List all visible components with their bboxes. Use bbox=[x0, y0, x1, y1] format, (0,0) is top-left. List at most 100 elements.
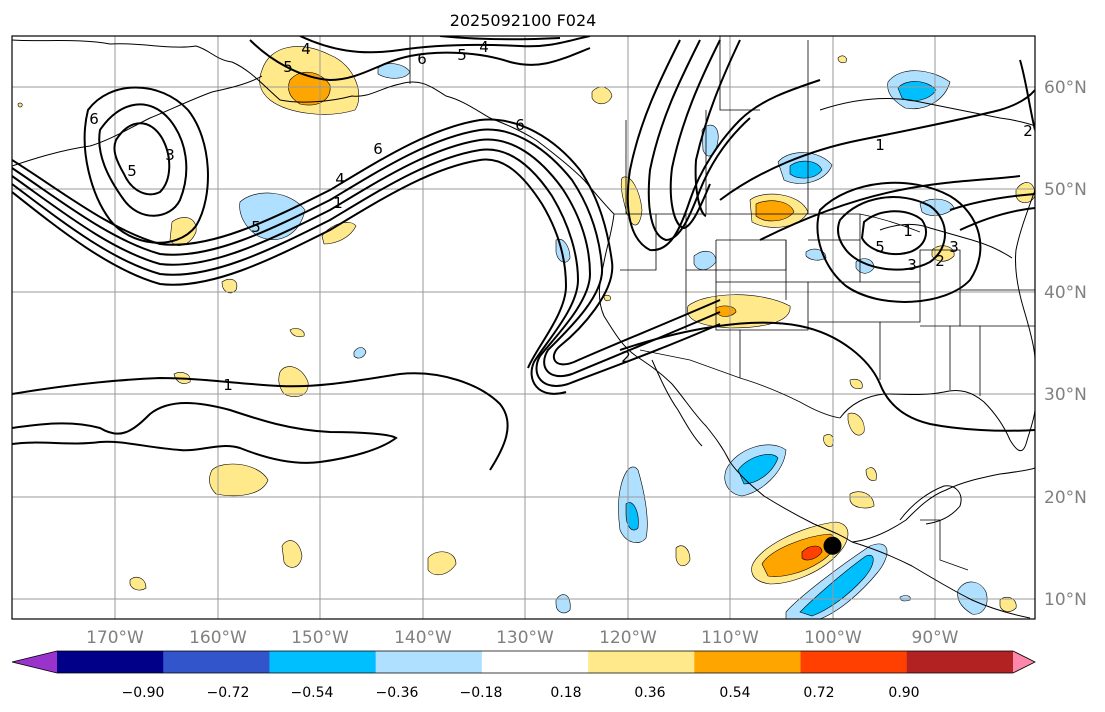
shade-region bbox=[957, 581, 988, 615]
border-state bbox=[686, 239, 787, 271]
contour-label: 3 bbox=[907, 256, 917, 274]
colorbar-cell bbox=[375, 651, 483, 673]
colorbar-tick-label: −0.36 bbox=[376, 685, 419, 701]
shaded-regions bbox=[17, 46, 1035, 619]
coastline-yucatan bbox=[899, 485, 962, 525]
gulf-alaska-contour bbox=[439, 36, 561, 41]
shade-region bbox=[675, 545, 691, 567]
contour-label: 1 bbox=[875, 136, 885, 154]
lon-label: 160°W bbox=[189, 628, 247, 648]
location-marker-dot bbox=[823, 536, 842, 555]
jet-contour bbox=[12, 158, 568, 369]
colorbar-tick-label: −0.90 bbox=[122, 685, 165, 701]
colorbar-cell bbox=[694, 651, 802, 673]
lon-label: 140°W bbox=[394, 628, 452, 648]
colorbar-outline bbox=[11, 650, 1036, 674]
shade-region bbox=[278, 366, 309, 397]
contour-label: 4 bbox=[479, 38, 489, 56]
east-contour bbox=[1019, 59, 1035, 131]
shade-region bbox=[899, 595, 911, 602]
contour-label: 4 bbox=[335, 170, 345, 188]
colorbar-tick-label: 0.18 bbox=[550, 685, 581, 701]
low-contour bbox=[113, 122, 171, 196]
shade-region bbox=[755, 200, 795, 222]
low-contour bbox=[98, 103, 188, 217]
trough-contour bbox=[626, 39, 821, 252]
gulf-alaska-contour bbox=[299, 36, 591, 54]
contour-label: 3 bbox=[949, 238, 959, 256]
lon-label: 100°W bbox=[804, 628, 862, 648]
shade-region bbox=[555, 594, 571, 614]
lat-label: 40°N bbox=[1044, 283, 1087, 303]
shade-region bbox=[849, 491, 875, 509]
lon-label: 90°W bbox=[912, 628, 959, 648]
colorbar-tick-label: −0.18 bbox=[460, 685, 503, 701]
political-borders bbox=[409, 36, 1035, 571]
lat-label: 20°N bbox=[1044, 488, 1087, 508]
contour-label: 6 bbox=[417, 50, 427, 68]
figure-title: 2025092100 F024 bbox=[450, 11, 597, 30]
colorbar-extend-min bbox=[12, 651, 57, 673]
colorbar-tick-label: 0.54 bbox=[719, 685, 750, 701]
map-frame bbox=[11, 35, 1036, 620]
colorbar-tick-label: −0.72 bbox=[207, 685, 250, 701]
east-contour bbox=[759, 175, 1021, 241]
jet-contour bbox=[12, 138, 721, 387]
lon-label: 110°W bbox=[701, 628, 759, 648]
colorbar-cell bbox=[269, 651, 377, 673]
shade-region bbox=[847, 412, 865, 436]
lat-label: 60°N bbox=[1044, 78, 1087, 98]
border-state bbox=[715, 240, 741, 378]
lon-label: 130°W bbox=[496, 628, 554, 648]
coastline-great-lakes bbox=[879, 223, 1013, 259]
shade-region bbox=[221, 278, 238, 294]
low-contour bbox=[83, 86, 209, 244]
shade-region bbox=[427, 551, 457, 576]
colorbar: −0.90 −0.72 −0.54 −0.36 −0.18 0.18 0.36 … bbox=[11, 650, 1036, 701]
colorbar-cell bbox=[588, 651, 695, 673]
colorbar-tick-label: 0.36 bbox=[634, 685, 665, 701]
shade-region bbox=[603, 294, 611, 302]
coastline-gulf-coast bbox=[839, 389, 1011, 441]
contour-lines bbox=[12, 36, 1035, 471]
gulf-alaska-contour bbox=[249, 39, 591, 82]
colorbar-tick-label: 0.72 bbox=[803, 685, 834, 701]
graticule bbox=[12, 36, 1035, 619]
east-low-contour bbox=[816, 181, 982, 303]
coastline-baja bbox=[651, 359, 703, 447]
contour-label: 6 bbox=[89, 110, 99, 128]
contour-label: 5 bbox=[283, 58, 293, 76]
lon-label: 150°W bbox=[291, 628, 349, 648]
contour-label: 1 bbox=[903, 222, 913, 240]
border-central-america bbox=[920, 519, 969, 571]
shade-region bbox=[737, 454, 779, 485]
subtropical-contour bbox=[12, 402, 398, 464]
south-contour bbox=[619, 321, 1035, 432]
contour-label-group: 4 5 4 6 5 6 3 6 5 4 1 5 6 1 3 2 5 3 2 1 bbox=[89, 38, 1033, 394]
shade-region bbox=[289, 328, 305, 338]
colorbar-cell bbox=[906, 651, 1014, 673]
trough-contour bbox=[694, 39, 741, 217]
contour-label: 6 bbox=[515, 116, 525, 134]
colorbar-extend-max bbox=[1013, 651, 1035, 673]
shade-region bbox=[353, 347, 367, 359]
subtropical-contour bbox=[12, 372, 509, 471]
border-canada-us bbox=[614, 213, 921, 233]
shade-region bbox=[865, 467, 877, 481]
shade-region bbox=[321, 222, 357, 245]
coastline-aleutians bbox=[12, 75, 263, 167]
shade-region bbox=[281, 540, 303, 568]
contour-label: 5 bbox=[875, 238, 885, 256]
east-low-contour bbox=[860, 210, 927, 256]
lat-label: 30°N bbox=[1044, 385, 1087, 405]
shade-region bbox=[805, 248, 827, 261]
colorbar-tick-label: 0.90 bbox=[888, 685, 919, 701]
shade-region bbox=[837, 55, 847, 64]
contour-label: 1 bbox=[333, 194, 343, 212]
coastline-central-america bbox=[851, 541, 1031, 619]
longitude-labels: 170°W 160°W 150°W 140°W 130°W 120°W 110°… bbox=[86, 628, 959, 648]
coastline-gulf-of-mexico bbox=[851, 467, 1035, 543]
jet-contour bbox=[12, 118, 721, 366]
shade-region bbox=[823, 434, 834, 447]
contour-label: 4 bbox=[301, 40, 311, 58]
